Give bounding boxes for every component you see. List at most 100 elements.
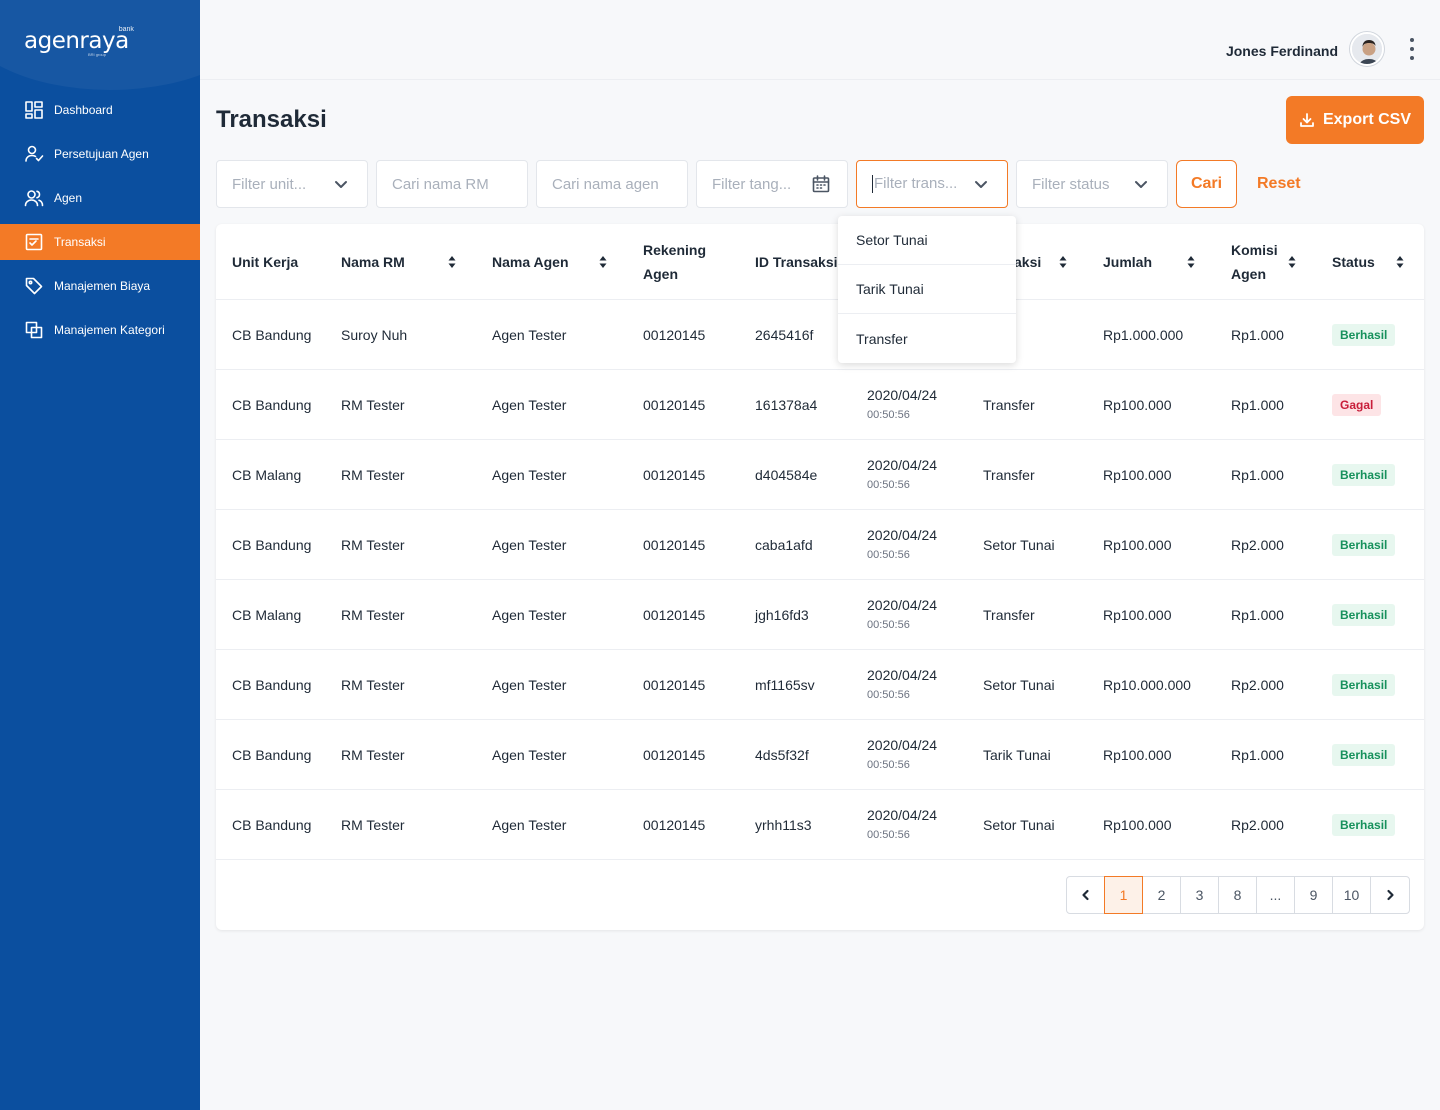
sort-icon[interactable] [1059, 255, 1067, 269]
cell-rm: RM Tester [341, 467, 405, 483]
more-menu-icon[interactable] [1408, 38, 1416, 60]
pagination-prev-button[interactable] [1067, 877, 1105, 913]
dropdown-option-tarik-tunai[interactable]: Tarik Tunai [838, 265, 1016, 314]
cell-amount: Rp100.000 [1103, 747, 1172, 763]
cell-commission: Rp2.000 [1231, 537, 1284, 553]
cell-transaction-type: Setor Tunai [983, 817, 1055, 833]
pagination-page-9[interactable]: 9 [1295, 877, 1333, 913]
sidebar-item-label: Manajemen Kategori [54, 323, 165, 337]
sort-icon[interactable] [1288, 255, 1296, 269]
cell-unit: CB Bandung [232, 397, 312, 413]
sort-icon[interactable] [448, 255, 456, 269]
column-header-id: ID Transaksi [755, 254, 838, 270]
user-name[interactable]: Jones Ferdinand [1225, 43, 1338, 59]
cell-rm: RM Tester [341, 607, 405, 623]
sidebar-item-dashboard[interactable]: Dashboard [0, 92, 200, 128]
top-bar: Jones Ferdinand [200, 0, 1440, 80]
cell-unit: CB Bandung [232, 537, 312, 553]
sidebar-item-transaksi[interactable]: Transaksi [0, 224, 200, 260]
avatar[interactable] [1350, 32, 1384, 66]
pagination-page-2[interactable]: 2 [1143, 877, 1181, 913]
dashboard-icon [24, 100, 44, 120]
cell-date: 2020/04/24 [867, 387, 938, 403]
chevron-left-icon [1081, 889, 1089, 901]
download-icon [1300, 113, 1314, 127]
cell-transaction-id: d404584e [755, 467, 818, 483]
sidebar-item-label: Persetujuan Agen [54, 147, 149, 161]
table-row[interactable]: CB Malang RM Tester Agen Tester 00120145 d40… [216, 440, 1424, 510]
filter-status-select[interactable]: Filter status [1016, 160, 1168, 208]
column-header-status: Status [1332, 254, 1375, 270]
table-row[interactable]: CB Bandung RM Tester Agen Tester 00120145 mf… [216, 650, 1424, 720]
export-csv-label: Export CSV [1322, 111, 1411, 128]
search-agen-input[interactable]: Cari nama agen [536, 160, 688, 208]
sidebar-item-manajemen-biaya[interactable]: Manajemen Biaya [0, 268, 200, 304]
column-header-rm: Nama RM [341, 254, 405, 270]
cell-commission: Rp2.000 [1231, 817, 1284, 833]
column-header-rekening-line2: Agen [643, 266, 678, 282]
sidebar-decoration [0, 0, 200, 90]
dropdown-option-setor-tunai[interactable]: Setor Tunai [838, 216, 1016, 265]
cell-transaction-id: caba1afd [755, 537, 813, 553]
sort-icon[interactable] [1396, 255, 1404, 269]
cell-commission: Rp1.000 [1231, 327, 1284, 343]
cell-transaction-type: Tarik Tunai [983, 747, 1051, 763]
cell-time: 00:50:56 [867, 619, 910, 631]
user-check-icon [24, 144, 44, 164]
pagination-page-1[interactable]: 1 [1104, 876, 1143, 914]
export-csv-button[interactable]: Export CSV [1286, 96, 1424, 144]
cell-rekening: 00120145 [643, 607, 706, 623]
table-row[interactable]: CB Bandung RM Tester Agen Tester 00120145 ca… [216, 510, 1424, 580]
pagination: 1 2 3 8 ... 9 10 [1066, 876, 1410, 914]
table-row[interactable]: CB Bandung RM Tester Agen Tester 00120145 4d… [216, 720, 1424, 790]
cell-agen: Agen Tester [492, 677, 567, 693]
reset-button[interactable]: Reset [1257, 175, 1301, 192]
cell-date: 2020/04/24 [867, 527, 938, 543]
cell-agen: Agen Tester [492, 747, 567, 763]
pagination-next-button[interactable] [1371, 877, 1409, 913]
cell-rm: RM Tester [341, 397, 405, 413]
table-row[interactable]: CB Malang RM Tester Agen Tester 00120145 jgh… [216, 580, 1424, 650]
sidebar-item-manajemen-kategori[interactable]: Manajemen Kategori [0, 312, 200, 348]
sidebar-item-agen[interactable]: Agen [0, 180, 200, 216]
search-rm-input[interactable]: Cari nama RM [376, 160, 528, 208]
cell-agen: Agen Tester [492, 537, 567, 553]
table-row[interactable]: CB Bandung RM Tester Agen Tester 00120145 16… [216, 370, 1424, 440]
cell-commission: Rp1.000 [1231, 607, 1284, 623]
chevron-down-icon [333, 176, 349, 192]
filter-transaction-select[interactable]: Filter trans... [856, 160, 1008, 208]
brand-logo[interactable]: agenraya bank BRI group [24, 24, 134, 64]
chevron-down-icon [1133, 176, 1149, 192]
column-header-komisi-line2: Agen [1231, 266, 1266, 282]
pagination-page-10[interactable]: 10 [1333, 877, 1371, 913]
brand-superscript: bank [118, 26, 134, 33]
cell-rm: Suroy Nuh [341, 327, 408, 343]
search-button[interactable]: Cari [1176, 160, 1237, 208]
cell-datetime: 2020/04/24 00:50:56 [867, 720, 937, 790]
table-row[interactable]: CB Bandung Suroy Nuh Agen Tester 00120145 26… [216, 300, 1424, 370]
pagination-page-8[interactable]: 8 [1219, 877, 1257, 913]
cell-amount: Rp100.000 [1103, 467, 1172, 483]
sort-icon[interactable] [1187, 255, 1195, 269]
search-rm-placeholder: Cari nama RM [392, 175, 489, 193]
status-badge: Berhasil [1332, 604, 1396, 626]
cell-transaction-type: Setor Tunai [983, 537, 1055, 553]
cell-datetime: 2020/04/24 00:50:56 [867, 790, 937, 860]
cell-agen: Agen Tester [492, 397, 567, 413]
transactions-table: Unit Kerja Nama RM Nama Agen Rekening Ag… [216, 224, 1424, 930]
cell-rm: RM Tester [341, 817, 405, 833]
cell-transaction-type: Transfer [983, 607, 1035, 623]
cell-agen: Agen Tester [492, 467, 567, 483]
dropdown-option-transfer[interactable]: Transfer [856, 330, 908, 347]
cell-datetime: 2020/04/24 00:50:56 [867, 440, 937, 510]
table-row[interactable]: CB Bandung RM Tester Agen Tester 00120145 yr… [216, 790, 1424, 860]
filter-unit-select[interactable]: Filter unit... [216, 160, 368, 208]
cell-transaction-type: Transfer [983, 397, 1035, 413]
brand-sub: BRI group [88, 52, 107, 57]
sort-icon[interactable] [599, 255, 607, 269]
cell-amount: Rp100.000 [1103, 537, 1172, 553]
filter-date-input[interactable]: Filter tang... [696, 160, 848, 208]
pagination-page-3[interactable]: 3 [1181, 877, 1219, 913]
cell-amount: Rp100.000 [1103, 817, 1172, 833]
sidebar-item-persetujuan-agen[interactable]: Persetujuan Agen [0, 136, 200, 172]
